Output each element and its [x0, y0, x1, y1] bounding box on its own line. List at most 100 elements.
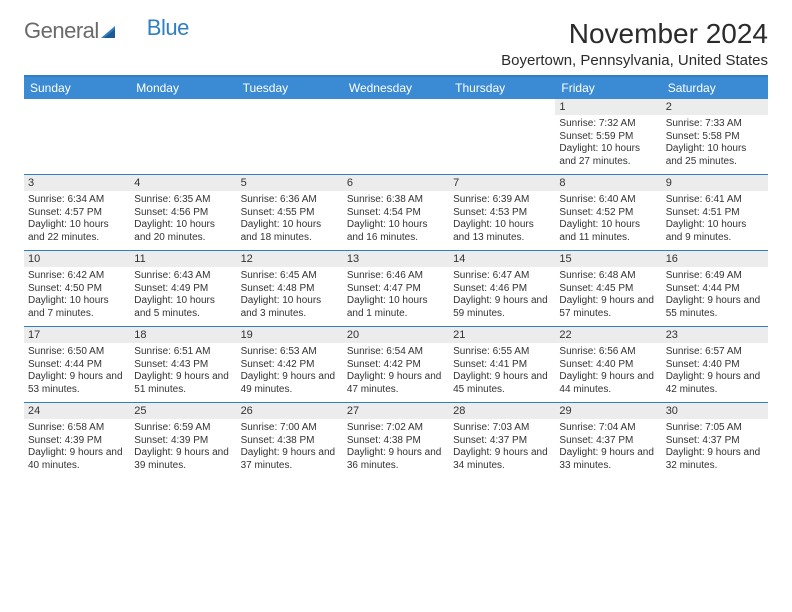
sunrise-text: Sunrise: 6:50 AM — [28, 346, 126, 359]
daylight-text: Daylight: 9 hours and 37 minutes. — [241, 447, 339, 472]
day-header: Friday — [555, 77, 661, 99]
day-cell: 17Sunrise: 6:50 AMSunset: 4:44 PMDayligh… — [24, 327, 130, 403]
daylight-text: Daylight: 9 hours and 51 minutes. — [134, 371, 232, 396]
day-cell: 24Sunrise: 6:58 AMSunset: 4:39 PMDayligh… — [24, 403, 130, 479]
day-cell: 20Sunrise: 6:54 AMSunset: 4:42 PMDayligh… — [343, 327, 449, 403]
sunset-text: Sunset: 4:55 PM — [241, 207, 339, 220]
day-body: Sunrise: 6:47 AMSunset: 4:46 PMDaylight:… — [449, 267, 555, 326]
day-header: Tuesday — [237, 77, 343, 99]
day-cell — [449, 99, 555, 175]
day-number: 9 — [662, 175, 768, 191]
calendar-table: SundayMondayTuesdayWednesdayThursdayFrid… — [24, 77, 768, 478]
logo-word1: General — [24, 18, 99, 44]
day-number — [449, 99, 555, 115]
week-number-row: 24Sunrise: 6:58 AMSunset: 4:39 PMDayligh… — [24, 403, 768, 479]
day-number: 5 — [237, 175, 343, 191]
day-cell: 14Sunrise: 6:47 AMSunset: 4:46 PMDayligh… — [449, 251, 555, 327]
logo: General Blue — [24, 18, 189, 44]
sunrise-text: Sunrise: 6:56 AM — [559, 346, 657, 359]
day-number: 12 — [237, 251, 343, 267]
day-number: 21 — [449, 327, 555, 343]
calendar-body: 1Sunrise: 7:32 AMSunset: 5:59 PMDaylight… — [24, 99, 768, 478]
daylight-text: Daylight: 9 hours and 45 minutes. — [453, 371, 551, 396]
day-cell: 9Sunrise: 6:41 AMSunset: 4:51 PMDaylight… — [662, 175, 768, 251]
daylight-text: Daylight: 10 hours and 22 minutes. — [28, 219, 126, 244]
day-number: 22 — [555, 327, 661, 343]
day-cell — [24, 99, 130, 175]
day-cell: 15Sunrise: 6:48 AMSunset: 4:45 PMDayligh… — [555, 251, 661, 327]
day-body: Sunrise: 6:41 AMSunset: 4:51 PMDaylight:… — [662, 191, 768, 250]
day-cell: 11Sunrise: 6:43 AMSunset: 4:49 PMDayligh… — [130, 251, 236, 327]
logo-word2: Blue — [147, 15, 189, 41]
sunset-text: Sunset: 4:57 PM — [28, 207, 126, 220]
sunset-text: Sunset: 4:56 PM — [134, 207, 232, 220]
day-number: 23 — [662, 327, 768, 343]
sunrise-text: Sunrise: 7:00 AM — [241, 422, 339, 435]
sunrise-text: Sunrise: 6:39 AM — [453, 194, 551, 207]
day-body: Sunrise: 6:40 AMSunset: 4:52 PMDaylight:… — [555, 191, 661, 250]
daylight-text: Daylight: 9 hours and 40 minutes. — [28, 447, 126, 472]
sunset-text: Sunset: 4:52 PM — [559, 207, 657, 220]
daylight-text: Daylight: 10 hours and 25 minutes. — [666, 143, 764, 168]
day-cell: 23Sunrise: 6:57 AMSunset: 4:40 PMDayligh… — [662, 327, 768, 403]
day-body: Sunrise: 6:36 AMSunset: 4:55 PMDaylight:… — [237, 191, 343, 250]
sunset-text: Sunset: 4:54 PM — [347, 207, 445, 220]
day-number — [24, 99, 130, 115]
title-block: November 2024 Boyertown, Pennsylvania, U… — [501, 18, 768, 69]
logo-triangle-icon — [101, 18, 119, 44]
day-header: Thursday — [449, 77, 555, 99]
day-number: 19 — [237, 327, 343, 343]
sunrise-text: Sunrise: 7:33 AM — [666, 118, 764, 131]
day-header-row: SundayMondayTuesdayWednesdayThursdayFrid… — [24, 77, 768, 99]
day-cell: 10Sunrise: 6:42 AMSunset: 4:50 PMDayligh… — [24, 251, 130, 327]
day-body: Sunrise: 6:42 AMSunset: 4:50 PMDaylight:… — [24, 267, 130, 326]
sunset-text: Sunset: 4:47 PM — [347, 283, 445, 296]
sunset-text: Sunset: 4:50 PM — [28, 283, 126, 296]
daylight-text: Daylight: 9 hours and 42 minutes. — [666, 371, 764, 396]
sunrise-text: Sunrise: 7:02 AM — [347, 422, 445, 435]
day-number: 30 — [662, 403, 768, 419]
day-number: 11 — [130, 251, 236, 267]
day-header: Monday — [130, 77, 236, 99]
sunset-text: Sunset: 5:58 PM — [666, 131, 764, 144]
sunset-text: Sunset: 4:45 PM — [559, 283, 657, 296]
daylight-text: Daylight: 9 hours and 36 minutes. — [347, 447, 445, 472]
sunrise-text: Sunrise: 6:46 AM — [347, 270, 445, 283]
day-header: Sunday — [24, 77, 130, 99]
day-body: Sunrise: 6:45 AMSunset: 4:48 PMDaylight:… — [237, 267, 343, 326]
daylight-text: Daylight: 10 hours and 16 minutes. — [347, 219, 445, 244]
sunrise-text: Sunrise: 6:53 AM — [241, 346, 339, 359]
day-number: 24 — [24, 403, 130, 419]
day-cell: 16Sunrise: 6:49 AMSunset: 4:44 PMDayligh… — [662, 251, 768, 327]
day-cell: 29Sunrise: 7:04 AMSunset: 4:37 PMDayligh… — [555, 403, 661, 479]
sunrise-text: Sunrise: 6:42 AM — [28, 270, 126, 283]
day-cell: 6Sunrise: 6:38 AMSunset: 4:54 PMDaylight… — [343, 175, 449, 251]
day-number: 28 — [449, 403, 555, 419]
day-header: Saturday — [662, 77, 768, 99]
day-cell: 13Sunrise: 6:46 AMSunset: 4:47 PMDayligh… — [343, 251, 449, 327]
sunrise-text: Sunrise: 6:49 AM — [666, 270, 764, 283]
day-cell: 4Sunrise: 6:35 AMSunset: 4:56 PMDaylight… — [130, 175, 236, 251]
day-cell: 1Sunrise: 7:32 AMSunset: 5:59 PMDaylight… — [555, 99, 661, 175]
sunrise-text: Sunrise: 7:04 AM — [559, 422, 657, 435]
day-body: Sunrise: 6:54 AMSunset: 4:42 PMDaylight:… — [343, 343, 449, 402]
day-number: 3 — [24, 175, 130, 191]
week-number-row: 1Sunrise: 7:32 AMSunset: 5:59 PMDaylight… — [24, 99, 768, 175]
sunrise-text: Sunrise: 6:55 AM — [453, 346, 551, 359]
sunrise-text: Sunrise: 6:51 AM — [134, 346, 232, 359]
page-title: November 2024 — [501, 18, 768, 50]
sunset-text: Sunset: 4:37 PM — [453, 435, 551, 448]
sunset-text: Sunset: 4:40 PM — [559, 359, 657, 372]
sunrise-text: Sunrise: 6:41 AM — [666, 194, 764, 207]
day-header: Wednesday — [343, 77, 449, 99]
sunset-text: Sunset: 4:39 PM — [134, 435, 232, 448]
day-body: Sunrise: 6:50 AMSunset: 4:44 PMDaylight:… — [24, 343, 130, 402]
day-number — [237, 99, 343, 115]
sunset-text: Sunset: 4:43 PM — [134, 359, 232, 372]
sunset-text: Sunset: 4:41 PM — [453, 359, 551, 372]
sunrise-text: Sunrise: 7:05 AM — [666, 422, 764, 435]
sunrise-text: Sunrise: 6:47 AM — [453, 270, 551, 283]
sunset-text: Sunset: 4:44 PM — [28, 359, 126, 372]
day-number: 7 — [449, 175, 555, 191]
day-body: Sunrise: 6:49 AMSunset: 4:44 PMDaylight:… — [662, 267, 768, 326]
